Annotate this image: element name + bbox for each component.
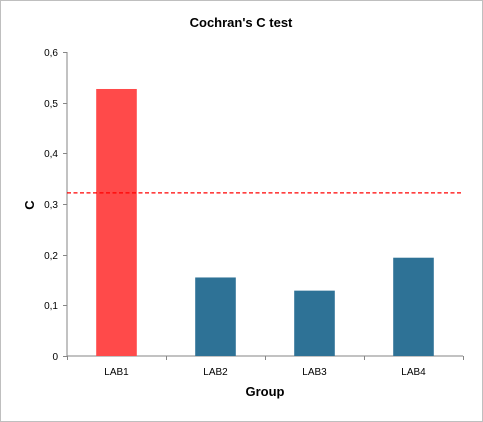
y-tick-label: 0,6	[44, 48, 58, 59]
y-axis-label: C	[22, 200, 37, 210]
y-tick-label: 0,2	[44, 251, 58, 262]
y-tick-label: 0,5	[44, 99, 58, 110]
x-axis-label: Group	[246, 384, 285, 399]
y-tick-label: 0	[52, 352, 58, 363]
bar-lab3	[294, 290, 335, 356]
x-tick-label: LAB4	[401, 367, 426, 378]
x-tick-label: LAB3	[302, 367, 327, 378]
y-tick-label: 0,4	[44, 149, 58, 160]
x-tick-label: LAB1	[104, 367, 129, 378]
chart-title: Cochran's C test	[190, 15, 293, 30]
plot-area: 0 0,1 0,2 0,3 0,4 0,5 0,6 LAB1 LAB2 LAB3 LAB4	[44, 48, 464, 378]
x-tick-label: LAB2	[203, 367, 228, 378]
y-tick-label: 0,1	[44, 301, 58, 312]
bar-lab4	[393, 257, 434, 356]
y-tick-label: 0,3	[44, 200, 58, 211]
bar-lab1	[96, 88, 137, 356]
bar-lab2	[195, 277, 236, 356]
